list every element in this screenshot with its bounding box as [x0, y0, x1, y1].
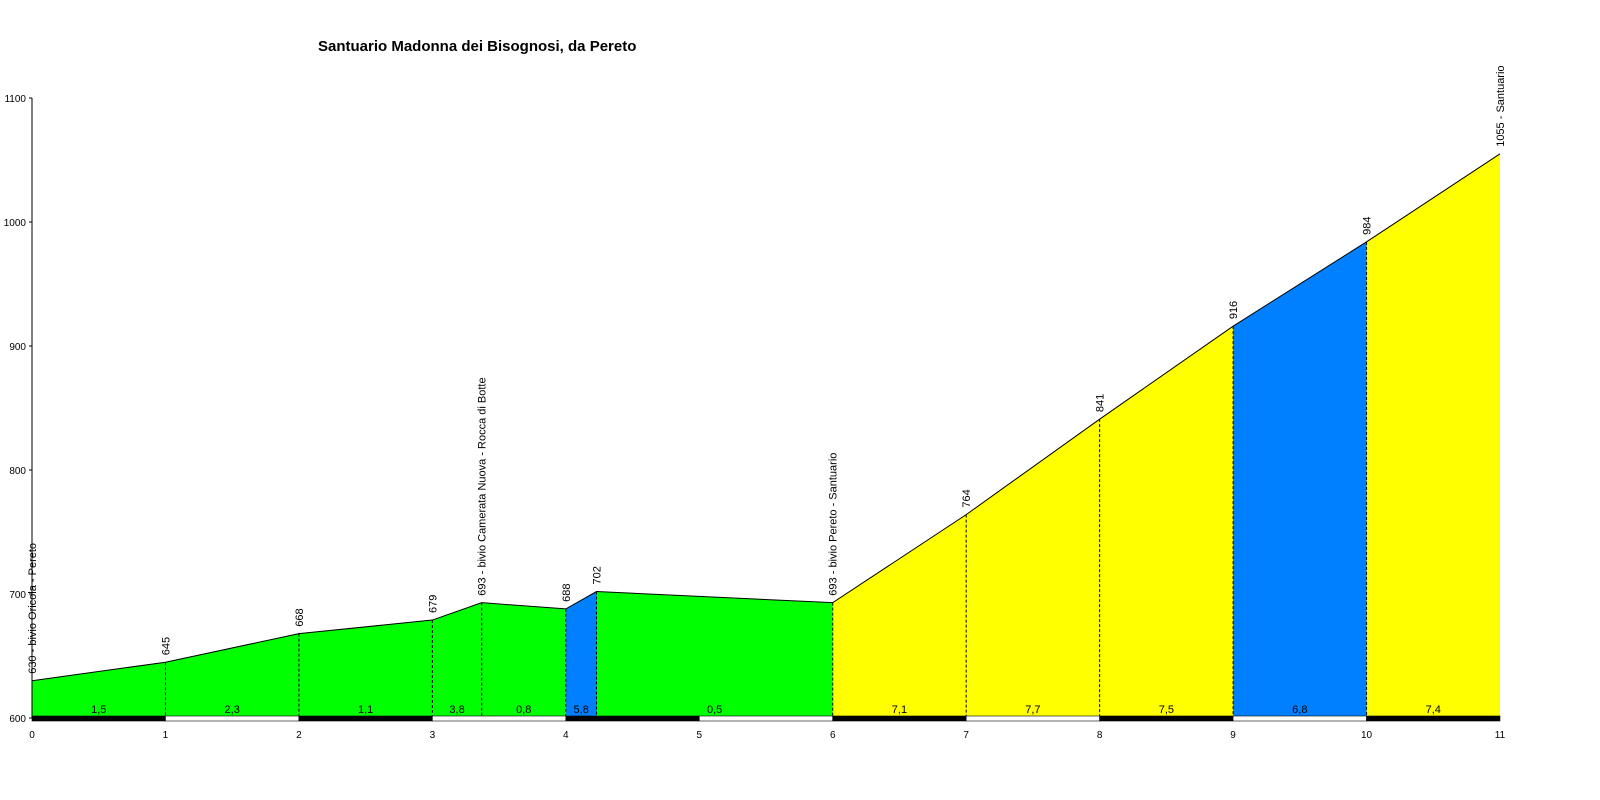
y-tick-label: 800 [9, 466, 26, 477]
x-tick-label: 9 [1230, 730, 1236, 741]
y-tick-label: 900 [9, 342, 26, 353]
elevation-label: 841 [1095, 394, 1107, 412]
x-tick-label: 0 [29, 730, 35, 741]
km-bar-cell [1232, 715, 1367, 722]
elevation-label: 630 - bivio Oricola - Pereto [27, 543, 39, 674]
elevation-label: 679 [427, 595, 439, 613]
km-bar-cell [565, 715, 700, 722]
km-bar-cell [832, 715, 967, 722]
km-bar-cell [698, 715, 834, 722]
gradient-label: 6,8 [1292, 704, 1307, 716]
y-tick-label: 1100 [4, 94, 26, 105]
gradient-label: 7,7 [1025, 704, 1040, 716]
elevation-label: 916 [1228, 301, 1240, 319]
elevation-label: 702 [592, 566, 604, 584]
km-bar-cell [165, 715, 300, 722]
x-tick-label: 8 [1097, 730, 1103, 741]
km-bar-cell [1099, 715, 1234, 722]
km-bar-cell [31, 715, 166, 722]
gradient-label: 7,1 [892, 704, 907, 716]
x-tick-label: 6 [830, 730, 836, 741]
x-tick-label: 2 [296, 730, 302, 741]
x-tick-label: 5 [696, 730, 702, 741]
chart-title: Santuario Madonna dei Bisognosi, da Pere… [318, 38, 637, 55]
x-tick-label: 10 [1361, 730, 1373, 741]
x-tick-label: 7 [963, 730, 969, 741]
segment-area [966, 419, 1100, 718]
segment-area [1233, 241, 1367, 718]
elevation-label: 668 [294, 608, 306, 626]
elevation-label: 1055 - Santuario [1495, 65, 1507, 146]
x-tick-label: 11 [1495, 730, 1506, 741]
segment-area [481, 602, 566, 718]
segment-area [432, 602, 482, 718]
segment-area [596, 591, 833, 718]
elevation-label: 645 [160, 637, 172, 655]
elevation-label: 764 [961, 489, 973, 507]
gradient-label: 0,8 [516, 704, 531, 716]
gradient-label: 1,1 [358, 704, 373, 716]
elevation-label: 693 - bivio Camerata Nuova - Rocca di Bo… [477, 377, 489, 595]
x-tick-label: 1 [163, 730, 169, 741]
elevation-label: 688 [561, 584, 573, 602]
segment-area [298, 620, 433, 718]
gradient-label: 0,5 [707, 704, 722, 716]
km-bar-cell [965, 715, 1100, 722]
segment-area [832, 514, 967, 718]
gradient-label: 7,5 [1159, 704, 1174, 716]
segment-area [565, 591, 597, 718]
km-bar-cell [1366, 715, 1501, 722]
x-tick-label: 4 [563, 730, 569, 741]
gradient-label: 2,3 [225, 704, 240, 716]
gradient-label: 5,8 [574, 704, 589, 716]
y-tick-label: 600 [9, 714, 26, 725]
segment-area [165, 633, 299, 718]
elevation-label: 693 - bivio Pereto - Santuario [828, 453, 840, 596]
y-tick-label: 1000 [4, 218, 27, 229]
gradient-label: 7,4 [1426, 704, 1441, 716]
x-tick-label: 3 [430, 730, 436, 741]
elevation-label: 984 [1362, 216, 1374, 234]
gradient-label: 1,5 [91, 704, 106, 716]
y-tick-label: 700 [9, 590, 26, 601]
km-bar-cell [298, 715, 433, 722]
km-bar-cell [432, 715, 567, 722]
gradient-label: 3,8 [449, 704, 464, 716]
segment-area [1099, 326, 1234, 718]
segment-area [1366, 153, 1500, 719]
